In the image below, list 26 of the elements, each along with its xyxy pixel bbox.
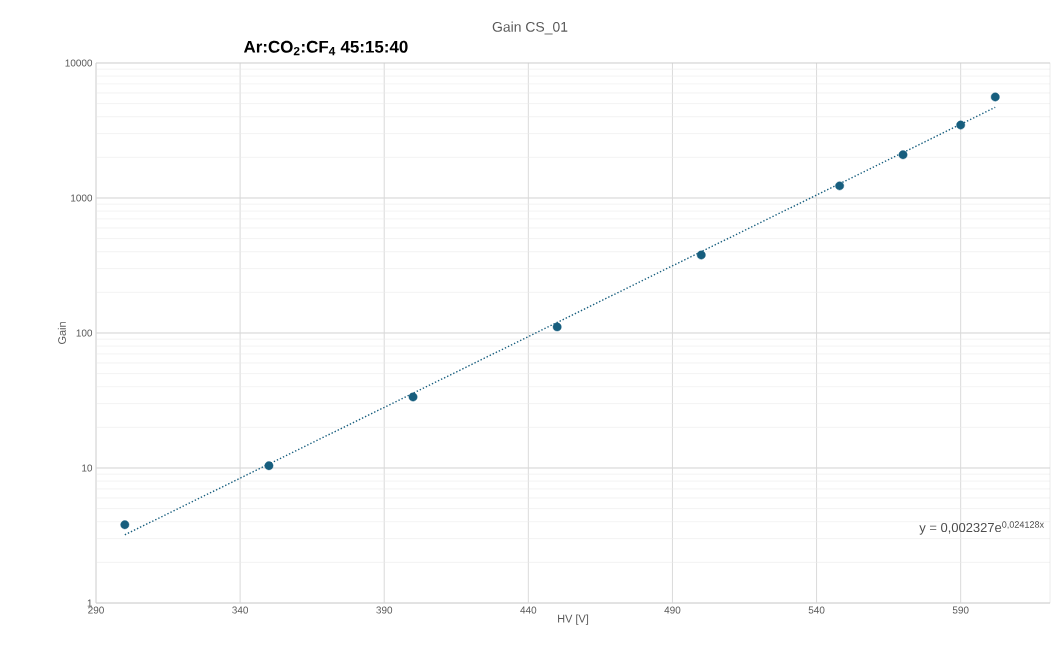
y-tick-label: 10000 bbox=[65, 59, 93, 67]
x-tick-label: 590 bbox=[952, 606, 969, 614]
x-tick-label: 490 bbox=[664, 606, 681, 614]
x-tick-label: 340 bbox=[232, 606, 249, 614]
x-tick-label: 390 bbox=[376, 606, 393, 614]
y-tick-label: 1000 bbox=[71, 194, 93, 202]
annotation: y = 0,002327e$^{0,024128x}$ bbox=[919, 521, 1044, 535]
y-axis-title: Gain bbox=[57, 322, 66, 345]
point bbox=[898, 150, 908, 160]
point bbox=[408, 392, 418, 402]
point bbox=[835, 181, 844, 191]
x-axis-title: HV [V] bbox=[558, 614, 589, 625]
y-tick-label: 1 bbox=[87, 599, 92, 607]
point bbox=[696, 250, 706, 260]
x-tick-label: 290 bbox=[88, 606, 104, 614]
point bbox=[120, 520, 130, 530]
y-tick-label: 100 bbox=[76, 329, 93, 337]
chart-subtitle: Ar:CO$_{2}$:CF$_{4}$ 45:15:40 bbox=[243, 40, 408, 56]
x-tick-label: 440 bbox=[520, 606, 537, 614]
point bbox=[552, 322, 562, 332]
point bbox=[956, 120, 966, 130]
y-tick-label: 10 bbox=[82, 464, 93, 472]
chart-title: Gain CS_01 bbox=[492, 21, 568, 35]
point bbox=[264, 461, 274, 471]
x-tick-label: 540 bbox=[808, 606, 825, 614]
point bbox=[990, 92, 1000, 102]
